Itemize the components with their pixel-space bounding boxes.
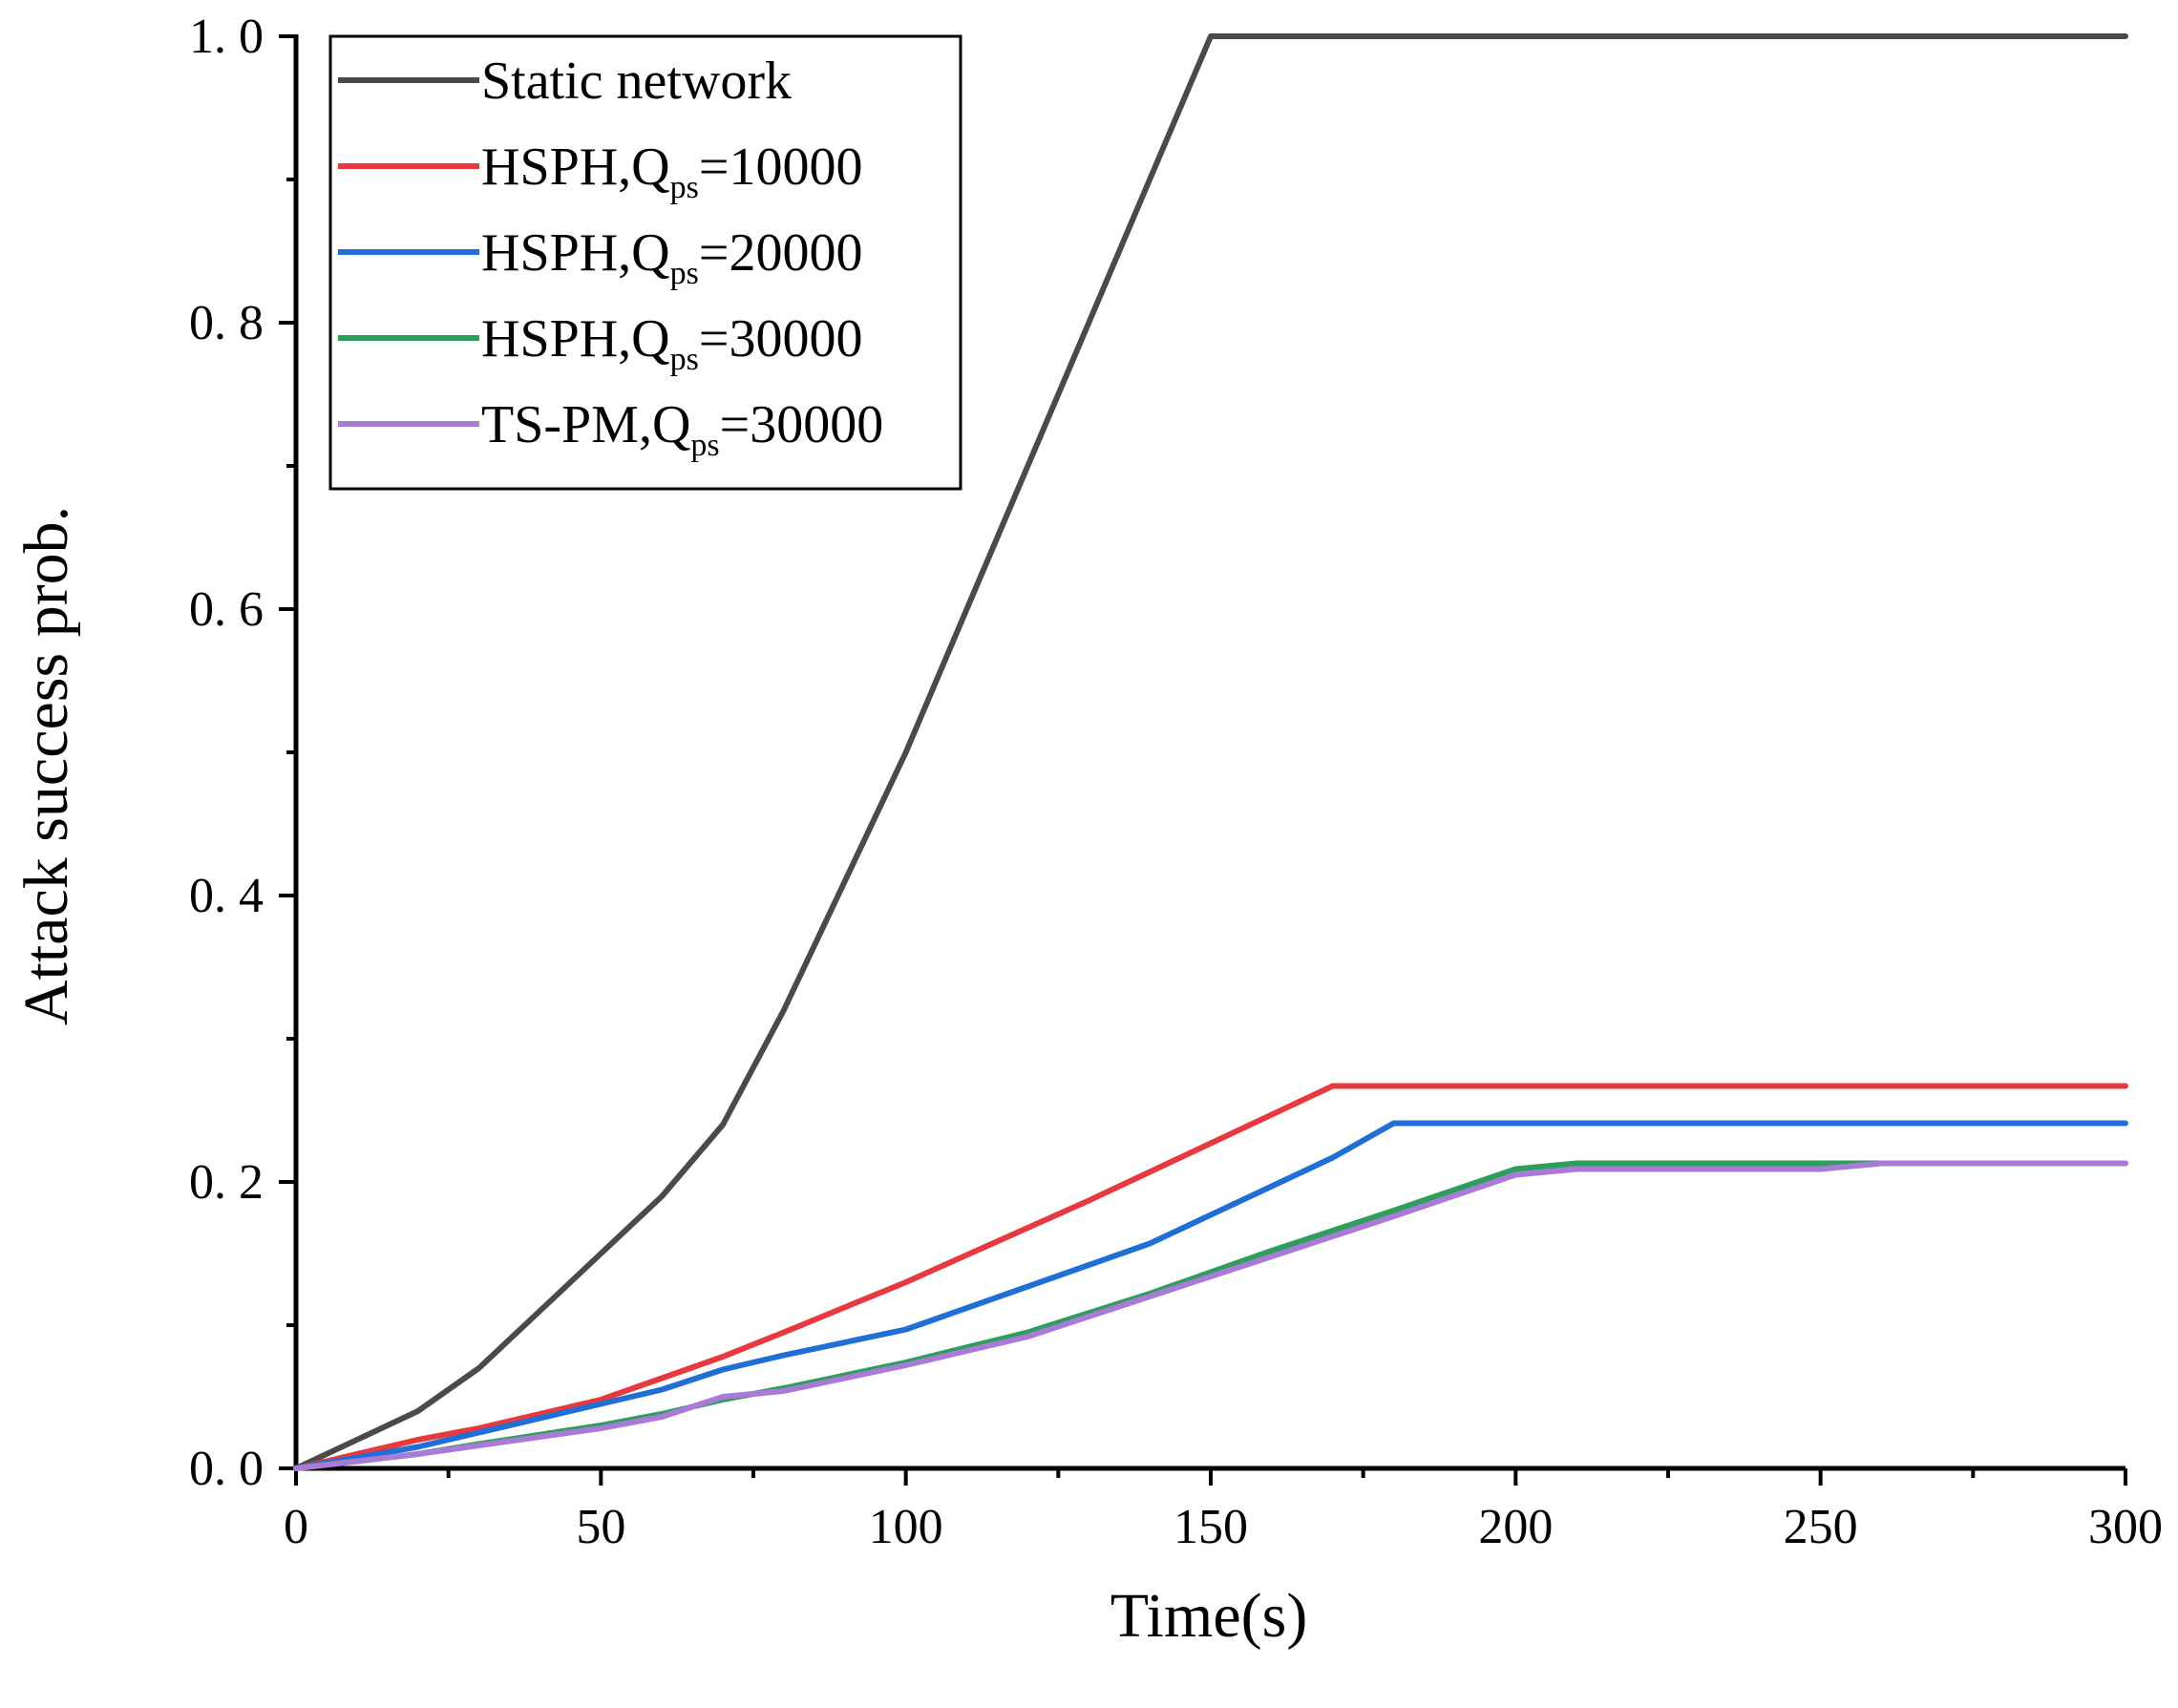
series-line-hsph-qps-30000	[293, 1160, 2128, 1471]
legend: Static networkHSPH,Qps=10000HSPH,Qps=200…	[328, 34, 962, 491]
legend-label-main: HSPH,Q	[481, 137, 670, 197]
legend-label-main: Static network	[481, 52, 792, 111]
series-line-hsph-qps-10000	[293, 1083, 2128, 1471]
x-tick-label: 150	[1174, 1500, 1248, 1554]
legend-label-tail: =20000	[699, 223, 863, 283]
legend-label-main: HSPH,Q	[481, 223, 670, 283]
series-line-static-network	[293, 33, 2128, 1471]
legend-label-tail: =10000	[699, 137, 863, 197]
x-axis-title: Time(s)	[1110, 1581, 1308, 1651]
x-tick-label: 50	[576, 1500, 625, 1554]
legend-box	[328, 34, 962, 491]
legend-label-subscript: ps	[670, 170, 699, 205]
y-tick-label: 0. 2	[189, 1155, 264, 1210]
y-tick-label: 0. 4	[189, 869, 264, 923]
legend-label-main: TS-PM,Q	[481, 395, 690, 454]
legend-label-ts-pm-qps-30000: TS-PM,Qps=30000	[481, 395, 883, 463]
x-tick-label: 100	[869, 1500, 943, 1554]
legend-label-subscript: ps	[670, 256, 699, 291]
axes: 0 50 100 150 200 250 300 0. 0 0. 2 0. 4 0. 6 0. 8 1.…	[189, 10, 2163, 1554]
legend-label-hsph-qps-30000: HSPH,Qps=30000	[481, 309, 862, 377]
series-lines	[293, 33, 2128, 1471]
series-line-ts-pm-qps-30000	[293, 1160, 2128, 1471]
x-tick-label: 200	[1478, 1500, 1553, 1554]
x-tick-label: 250	[1784, 1500, 1858, 1554]
legend-label-tail: =30000	[699, 309, 863, 369]
legend-label-hsph-qps-20000: HSPH,Qps=20000	[481, 223, 862, 291]
legend-label-tail: =30000	[720, 395, 884, 454]
series-line-hsph-qps-20000	[293, 1120, 2128, 1471]
y-tick-label: 1. 0	[189, 10, 264, 64]
y-axis-title: Attack success prob.	[11, 506, 81, 1025]
legend-label-subscript: ps	[670, 342, 699, 377]
y-tick-label: 0. 8	[189, 296, 264, 350]
x-tick-label: 0	[284, 1500, 308, 1554]
legend-label-hsph-qps-10000: HSPH,Qps=10000	[481, 137, 862, 205]
y-tick-label: 0. 0	[189, 1442, 264, 1496]
y-tick-label: 0. 6	[189, 582, 264, 637]
legend-label-subscript: ps	[690, 428, 719, 463]
x-tick-label: 300	[2088, 1500, 2163, 1554]
legend-label-main: HSPH,Q	[481, 309, 670, 369]
legend-label-static-network: Static network	[481, 52, 792, 111]
